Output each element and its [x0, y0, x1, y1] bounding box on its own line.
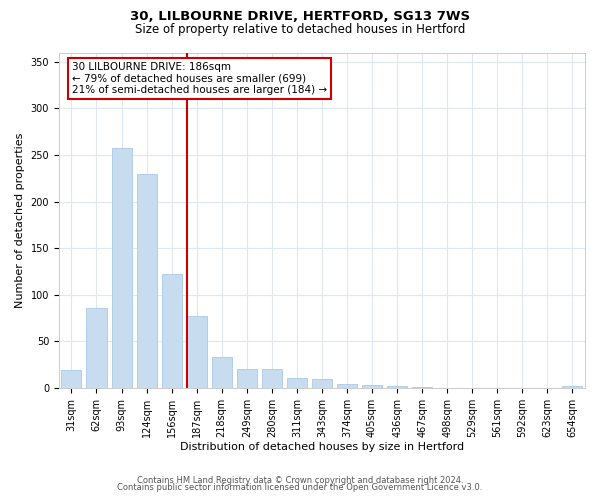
- Bar: [312, 380, 332, 388]
- Text: Contains HM Land Registry data © Crown copyright and database right 2024.: Contains HM Land Registry data © Crown c…: [137, 476, 463, 485]
- Bar: [61, 370, 82, 388]
- Y-axis label: Number of detached properties: Number of detached properties: [15, 132, 25, 308]
- Text: Size of property relative to detached houses in Hertford: Size of property relative to detached ho…: [135, 22, 465, 36]
- Bar: [187, 316, 207, 388]
- Text: 30, LILBOURNE DRIVE, HERTFORD, SG13 7WS: 30, LILBOURNE DRIVE, HERTFORD, SG13 7WS: [130, 10, 470, 23]
- X-axis label: Distribution of detached houses by size in Hertford: Distribution of detached houses by size …: [180, 442, 464, 452]
- Bar: [387, 386, 407, 388]
- Text: 30 LILBOURNE DRIVE: 186sqm
← 79% of detached houses are smaller (699)
21% of sem: 30 LILBOURNE DRIVE: 186sqm ← 79% of deta…: [71, 62, 327, 95]
- Bar: [86, 308, 107, 388]
- Bar: [262, 369, 282, 388]
- Bar: [161, 274, 182, 388]
- Bar: [362, 385, 382, 388]
- Bar: [237, 369, 257, 388]
- Bar: [137, 174, 157, 388]
- Bar: [287, 378, 307, 388]
- Bar: [337, 384, 357, 388]
- Bar: [112, 148, 131, 388]
- Bar: [562, 386, 583, 388]
- Bar: [412, 387, 432, 388]
- Bar: [212, 357, 232, 388]
- Text: Contains public sector information licensed under the Open Government Licence v3: Contains public sector information licen…: [118, 484, 482, 492]
